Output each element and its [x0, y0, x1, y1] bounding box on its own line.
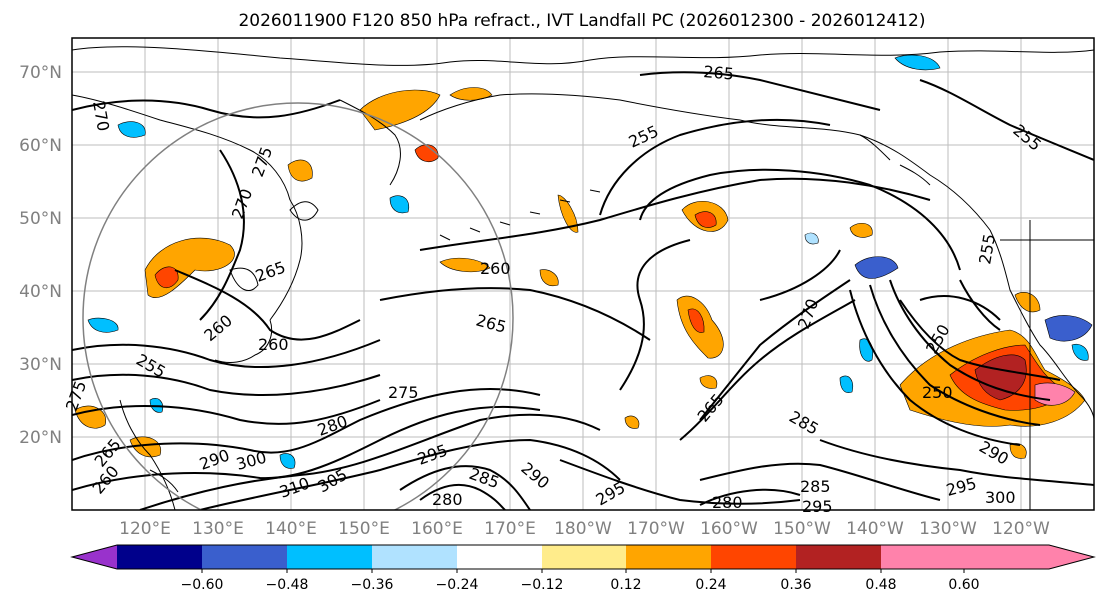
lon-label: 180°W [554, 519, 612, 539]
colorbar-tick-label: 0.48 [865, 577, 896, 593]
contour-label: 300 [985, 488, 1016, 507]
contour-label: 260 [258, 335, 289, 354]
lat-label: 20°N [19, 428, 62, 448]
colorbar-tick-label: −0.12 [521, 577, 564, 593]
lon-label: 170°W [627, 519, 685, 539]
colorbar-swatch [711, 545, 796, 569]
colorbar-swatch [626, 545, 711, 569]
colorbar-swatch [202, 545, 287, 569]
colorbar-tick-labels: −0.60 −0.48 −0.36 −0.24 −0.12 0.12 0.24 … [181, 577, 980, 593]
colorbar: −0.60 −0.48 −0.36 −0.24 −0.12 0.12 0.24 … [70, 544, 1096, 593]
colorbar-extend-low [72, 545, 117, 569]
lat-label: 50°N [19, 209, 62, 229]
colorbar-swatch [117, 545, 202, 569]
contour-label: 280 [712, 493, 743, 512]
contour-label: 295 [802, 497, 833, 516]
refractivity-contours [72, 71, 1094, 510]
graticule [72, 38, 1094, 510]
boundary-circle [82, 102, 514, 510]
colorbar-swatch [796, 545, 881, 569]
lat-label: 40°N [19, 282, 62, 302]
latitude-labels: 70°N 60°N 50°N 40°N 30°N 20°N [19, 63, 62, 448]
lon-label: 120°W [992, 519, 1050, 539]
colorbar-tick-label: −0.48 [266, 577, 309, 593]
colorbar-tick-label: 0.12 [610, 577, 641, 593]
lon-label: 120°E [119, 519, 171, 539]
coastlines [72, 46, 1094, 510]
lon-label: 140°E [265, 519, 317, 539]
colorbar-outline [70, 544, 1096, 570]
colorbar-tick-label: 0.60 [948, 577, 979, 593]
contour-label: 280 [432, 490, 463, 509]
lon-label: 170°E [484, 519, 536, 539]
map-panel: 270 275 270 265 260 255 260 265 255 275 … [62, 37, 1095, 516]
lon-label: 150°E [338, 519, 390, 539]
contour-label: 265 [703, 62, 735, 84]
lat-label: 70°N [19, 63, 62, 83]
contour-label: 285 [800, 477, 831, 496]
colorbar-ticks [201, 569, 965, 573]
colorbar-tick-label: −0.36 [351, 577, 394, 593]
contour-label: 250 [922, 383, 953, 402]
colorbar-swatch [542, 545, 626, 569]
ivt-positive-shading [74, 87, 1086, 459]
lon-label: 130°W [919, 519, 977, 539]
contour-label: 260 [480, 259, 511, 278]
colorbar-swatch [287, 545, 372, 569]
colorbar-tick-label: −0.24 [436, 577, 479, 593]
lon-label: 140°W [846, 519, 904, 539]
contour-label: 275 [388, 383, 419, 402]
ivt-negative-shading [87, 54, 1093, 469]
lon-label: 160°E [411, 519, 463, 539]
lon-label: 150°W [773, 519, 831, 539]
lon-label: 160°W [700, 519, 758, 539]
lat-label: 30°N [19, 355, 62, 375]
colorbar-swatch [372, 545, 457, 569]
lat-label: 60°N [19, 136, 62, 156]
colorbar-tick-label: 0.36 [780, 577, 811, 593]
colorbar-tick-label: 0.24 [695, 577, 726, 593]
colorbar-tick-label: −0.60 [181, 577, 224, 593]
map-title: 2026011900 F120 850 hPa refract., IVT La… [238, 11, 925, 31]
longitude-labels: 120°E 130°E 140°E 150°E 160°E 170°E 180°… [119, 519, 1050, 539]
map-frame [71, 37, 1095, 511]
lon-label: 130°E [192, 519, 244, 539]
colorbar-swatch [881, 545, 964, 569]
colorbar-swatch [457, 545, 542, 569]
colorbar-extend-high [964, 545, 1094, 569]
